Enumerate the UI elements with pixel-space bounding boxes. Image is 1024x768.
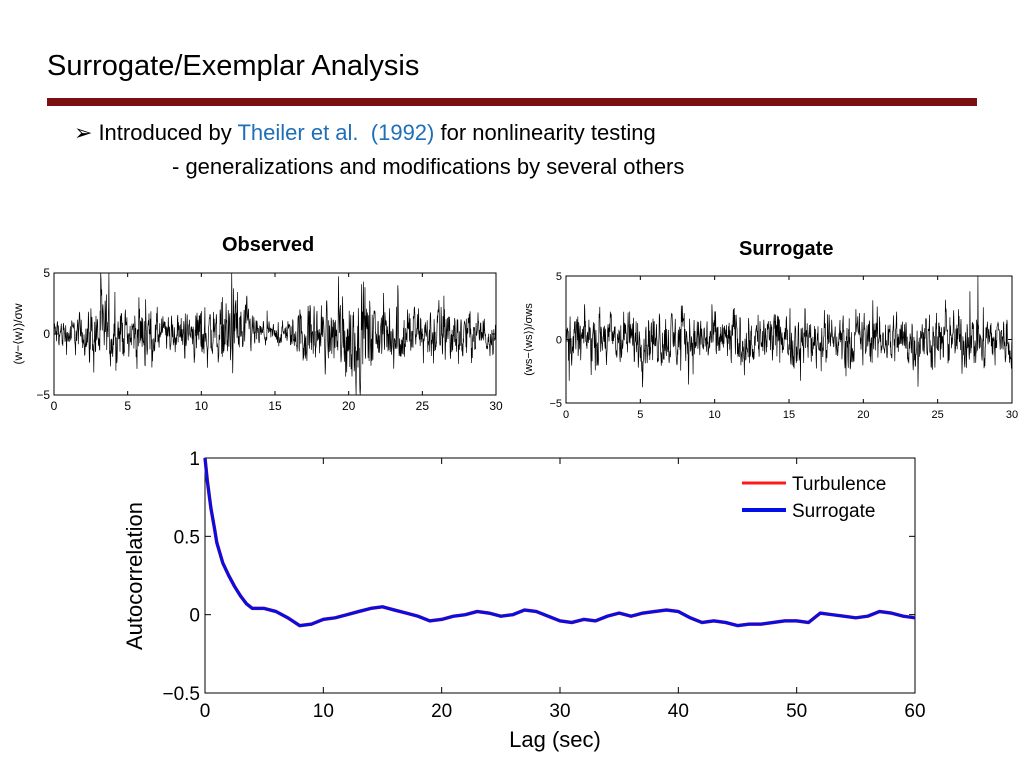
surrogate-panel-title: Surrogate [739,238,834,260]
autocorr-xtick-label: 10 [313,701,334,722]
autocorr-xtick-label: 40 [668,701,689,722]
surrogate-ytick-label: −5 [549,398,562,410]
citation-authors-link[interactable]: Theiler et al. [237,120,359,145]
legend-turbulence-label: Turbulence [792,474,886,495]
bullet-line: ➢ Introduced by Theiler et al. (1992) for… [74,120,656,146]
surrogate-ylabel: (ws−⟨ws⟩)/σws [523,303,535,376]
observed-ylabel: (w−⟨w⟩)/σw [11,303,25,364]
autocorr-ytick-label: 0.5 [174,527,200,548]
autocorr-xtick-label: 20 [431,701,452,722]
autocorr-xtick-label: 30 [549,701,570,722]
autocorr-ytick-label: 0 [189,606,200,627]
title-divider [47,98,977,106]
surrogate-line [203,457,916,628]
observed-xtick-label: 30 [489,399,503,413]
observed-panel-title: Observed [222,234,315,256]
surrogate-xtick-label: 30 [1006,409,1018,421]
observed-xtick-label: 25 [416,399,430,413]
observed-xtick-label: 0 [51,399,58,413]
surrogate-ytick-label: 5 [556,271,562,283]
slide-title: Surrogate/Exemplar Analysis [47,50,420,82]
surrogate-xtick-label: 25 [932,409,944,421]
autocorr-ytick-label: 1 [189,449,200,470]
observed-signal-line [53,272,497,396]
observed-xtick-label: 5 [124,399,131,413]
autocorr-plot-frame [204,457,916,694]
surrogate-ytick-label: 0 [556,335,562,347]
sub-bullet: - generalizations and modifications by s… [172,154,685,179]
surrogate-xtick-label: 10 [709,409,721,421]
autocorr-ylabel: Autocorrelation [122,502,147,650]
arrow-bullet-icon: ➢ [74,120,93,145]
citation-year-link[interactable]: (1992) [370,120,435,145]
bullet-suffix: for nonlinearity testing [440,120,656,145]
autocorr-ytick-label: −0.5 [162,684,200,705]
autocorr-xtick-label: 50 [786,701,807,722]
legend-surrogate-label: Surrogate [792,501,875,522]
observed-ytick-label: −5 [36,388,50,402]
surrogate-xtick-label: 0 [563,409,569,421]
observed-xtick-label: 15 [268,399,282,413]
autocorr-xlabel: Lag (sec) [509,727,601,752]
observed-ytick-label: 0 [43,327,50,341]
observed-ytick-label: 5 [43,266,50,280]
surrogate-signal-line [565,275,1013,388]
surrogate-xtick-label: 15 [783,409,795,421]
autocorr-xtick-label: 0 [200,701,211,722]
observed-xtick-label: 20 [342,399,356,413]
surrogate-xtick-label: 20 [857,409,869,421]
surrogate-xtick-label: 5 [637,409,643,421]
bullet-prefix: Introduced by [98,120,232,145]
observed-xtick-label: 10 [195,399,209,413]
autocorr-xtick-label: 60 [904,701,925,722]
